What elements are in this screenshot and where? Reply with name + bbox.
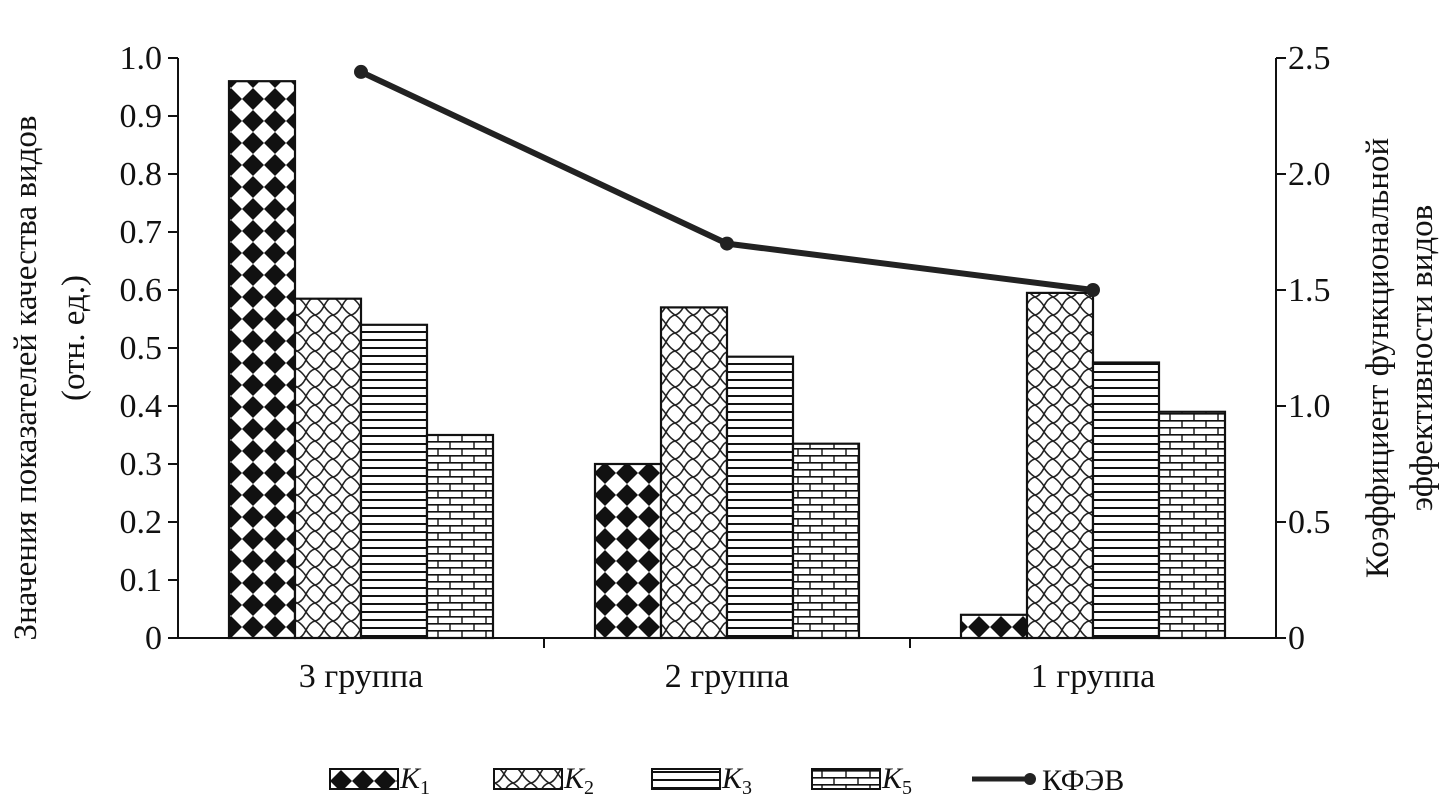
left-y-axis-subtitle: (отн. ед.) <box>56 275 92 401</box>
bar-k1-1 <box>227 80 297 640</box>
bar-k1-3 <box>959 613 1029 640</box>
right-y-tick-label: 0.5 <box>1288 504 1331 541</box>
right-y-axis-subtitle: эффективности видов <box>1404 205 1440 512</box>
kfev-point-1 <box>354 64 368 79</box>
bar-k2-3 <box>1025 291 1095 640</box>
legend-label-k5: K5 <box>881 762 912 799</box>
legend-swatch-k2 <box>493 768 563 790</box>
left-y-tick-label: 1.0 <box>120 40 163 77</box>
x-category-label: 3 группа <box>299 658 423 695</box>
left-y-tick-label: 0.4 <box>120 388 163 425</box>
legend-marker-kfev <box>1024 773 1036 785</box>
legend-label-k3: K3 <box>721 762 752 799</box>
right-y-tick-label: 2.0 <box>1288 156 1331 193</box>
bar-k5-2 <box>791 442 861 640</box>
bar-k1-2 <box>593 462 663 640</box>
legend-label-kfev: КФЭВ <box>1042 764 1124 797</box>
legend-swatch-k1 <box>329 768 399 790</box>
left-y-tick-label: 0.6 <box>120 272 163 309</box>
left-y-tick-label: 0 <box>145 620 162 657</box>
x-category-label: 1 группа <box>1031 658 1155 695</box>
legend-label-k1: K1 <box>399 762 430 799</box>
right-y-tick-label: 0 <box>1288 620 1305 657</box>
legend-swatch-k5 <box>811 768 881 790</box>
x-category-label: 2 группа <box>665 658 789 695</box>
right-y-tick-label: 1.5 <box>1288 272 1331 309</box>
left-y-tick-label: 0.1 <box>120 562 163 599</box>
bar-k2-1 <box>293 297 363 640</box>
left-y-tick-label: 0.9 <box>120 98 163 135</box>
right-y-tick-label: 2.5 <box>1288 40 1331 77</box>
kfev-point-3 <box>1086 283 1100 297</box>
bar-k3-3 <box>1091 361 1161 640</box>
left-y-tick-label: 0.5 <box>120 330 163 367</box>
kfev-point-2 <box>720 236 734 251</box>
bar-k3-1 <box>359 323 429 640</box>
bar-k5-1 <box>425 433 495 640</box>
right-y-axis-title: Коэффициент функциональной <box>1360 138 1396 578</box>
left-y-tick-label: 0.3 <box>120 446 163 483</box>
bar-k5-3 <box>1157 410 1227 640</box>
left-y-axis-title: Значения показателей качества видов <box>8 116 44 641</box>
right-y-tick-label: 1.0 <box>1288 388 1331 425</box>
left-y-tick-label: 0.7 <box>120 214 163 251</box>
left-y-tick-label: 0.8 <box>120 156 163 193</box>
legend-swatch-k3 <box>651 768 721 790</box>
kfev-line <box>359 69 1094 293</box>
bar-k3-2 <box>725 355 795 640</box>
left-y-tick-label: 0.2 <box>120 504 163 541</box>
bar-k2-2 <box>659 306 729 640</box>
legend-label-k2: K2 <box>563 762 594 799</box>
